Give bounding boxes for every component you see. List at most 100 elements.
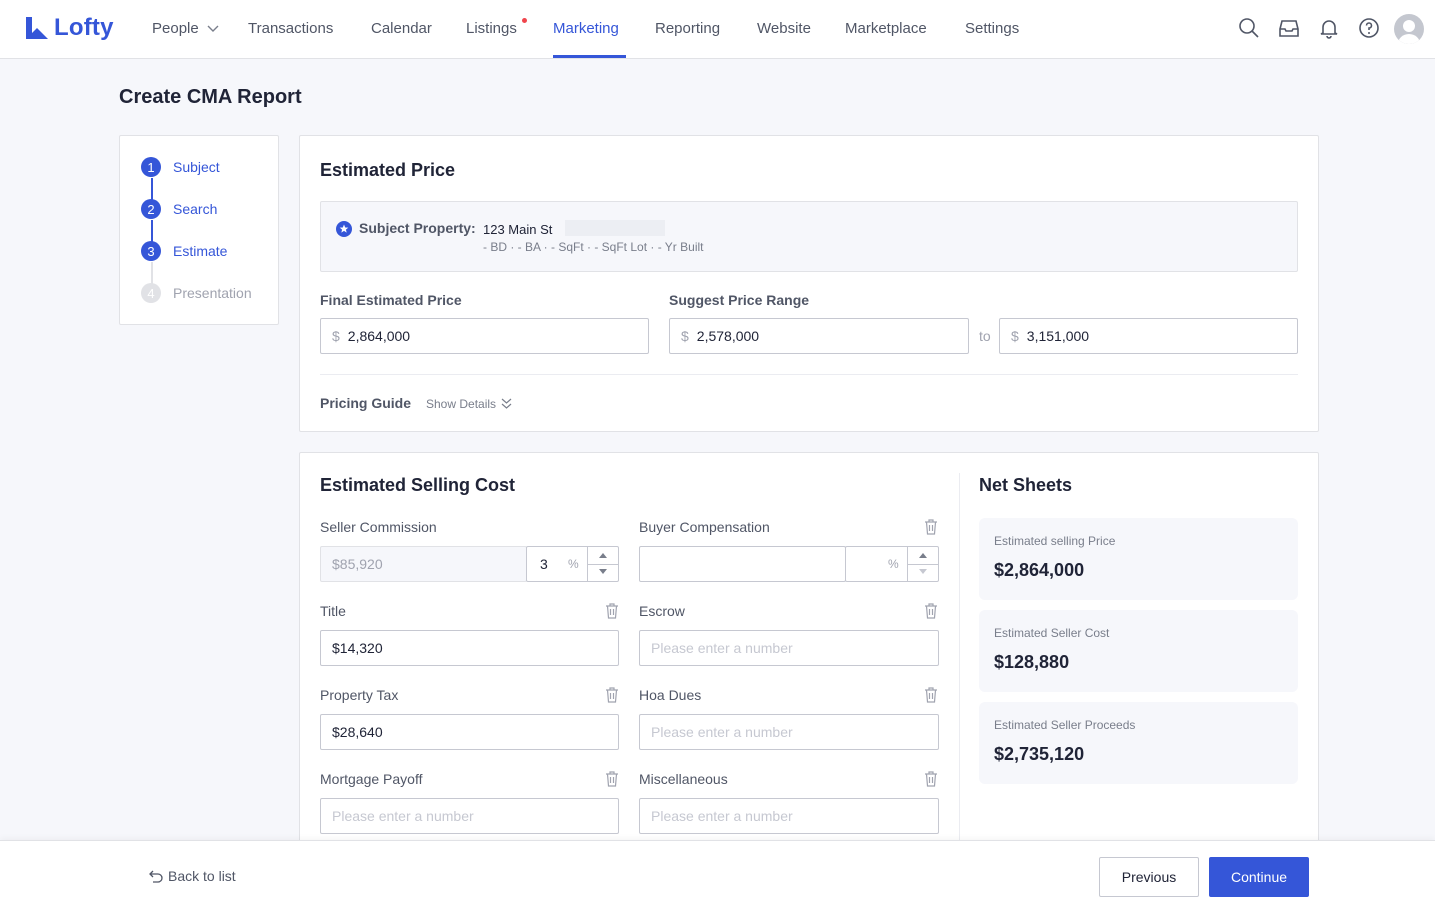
final-estimated-price-label: Final Estimated Price xyxy=(320,292,462,308)
miscellaneous-placeholder: Please enter a number xyxy=(651,808,793,824)
mortgage-payoff-placeholder: Please enter a number xyxy=(332,808,474,824)
trash-icon[interactable] xyxy=(924,687,938,703)
stepper-mid-divider xyxy=(587,564,619,565)
step-number: 4 xyxy=(141,283,161,303)
search-icon[interactable] xyxy=(1237,16,1261,40)
continue-button[interactable]: Continue xyxy=(1209,857,1309,897)
currency-symbol: $ xyxy=(332,328,340,344)
stat-label: Estimated Seller Proceeds xyxy=(994,718,1136,732)
step-number: 3 xyxy=(141,241,161,261)
step-presentation[interactable]: 4 Presentation xyxy=(141,283,252,303)
estimated-seller-proceeds-stat: Estimated Seller Proceeds $2,735,120 xyxy=(979,702,1298,784)
mortgage-payoff-input[interactable]: Please enter a number xyxy=(320,798,619,834)
step-subject[interactable]: 1 Subject xyxy=(141,157,220,177)
stat-label: Estimated selling Price xyxy=(994,534,1116,548)
help-icon[interactable] xyxy=(1357,16,1381,40)
miscellaneous-input[interactable]: Please enter a number xyxy=(639,798,939,834)
title-input[interactable]: $14,320 xyxy=(320,630,619,666)
step-search[interactable]: 2 Search xyxy=(141,199,217,219)
logo[interactable]: Lofty xyxy=(24,14,114,42)
top-nav: Lofty People Transactions Calendar Listi… xyxy=(0,0,1435,59)
step-connector xyxy=(151,220,153,242)
property-tax-value: $28,640 xyxy=(332,724,383,740)
subject-address: 123 Main St xyxy=(483,222,553,237)
step-label: Subject xyxy=(173,159,220,175)
estimated-selling-price-stat: Estimated selling Price $2,864,000 xyxy=(979,518,1298,600)
suggest-price-range-label: Suggest Price Range xyxy=(669,292,810,308)
percent-sign: % xyxy=(568,557,579,571)
star-badge-icon xyxy=(336,221,352,237)
price-range-high-value: 3,151,000 xyxy=(1026,328,1090,344)
final-estimated-price-input[interactable]: $ 2,864,000 xyxy=(320,318,649,354)
active-tab-indicator xyxy=(553,55,626,58)
logo-text: Lofty xyxy=(54,14,114,41)
price-range-low-input[interactable]: $ 2,578,000 xyxy=(669,318,969,354)
nav-settings[interactable]: Settings xyxy=(965,20,1020,37)
step-estimate[interactable]: 3 Estimate xyxy=(141,241,227,261)
seller-commission-percent-input[interactable]: 3 % xyxy=(526,546,619,582)
range-to-label: to xyxy=(979,328,991,344)
step-label: Estimate xyxy=(173,243,228,259)
notification-dot xyxy=(522,18,527,23)
title-value: $14,320 xyxy=(332,640,383,656)
property-tax-label: Property Tax xyxy=(320,687,399,703)
buyer-compensation-label: Buyer Compensation xyxy=(639,519,770,535)
stat-label: Estimated Seller Cost xyxy=(994,626,1110,640)
double-chevron-down-icon xyxy=(501,398,512,409)
buyer-compensation-percent-input[interactable]: % xyxy=(845,546,939,582)
hoa-dues-placeholder: Please enter a number xyxy=(651,724,793,740)
currency-symbol: $ xyxy=(1011,328,1019,344)
estimated-seller-cost-stat: Estimated Seller Cost $128,880 xyxy=(979,610,1298,692)
nav-reporting[interactable]: Reporting xyxy=(655,20,721,37)
nav-marketing[interactable]: Marketing xyxy=(553,20,619,37)
show-details-toggle[interactable]: Show Details xyxy=(426,397,512,411)
step-number: 2 xyxy=(141,199,161,219)
previous-button[interactable]: Previous xyxy=(1099,857,1199,897)
mortgage-payoff-label: Mortgage Payoff xyxy=(320,771,423,787)
estimated-price-heading: Estimated Price xyxy=(320,160,456,180)
nav-people[interactable]: People xyxy=(152,20,219,37)
lofty-logo-icon xyxy=(26,17,48,39)
trash-icon[interactable] xyxy=(924,519,938,535)
stat-value: $2,735,120 xyxy=(994,744,1085,764)
redacted-address-block xyxy=(565,220,665,236)
stepper-down-icon[interactable] xyxy=(919,569,927,575)
seller-commission-label: Seller Commission xyxy=(320,519,437,535)
nav-calendar[interactable]: Calendar xyxy=(371,20,432,37)
net-sheets-heading: Net Sheets xyxy=(979,475,1073,495)
final-estimated-price-value: 2,864,000 xyxy=(347,328,411,344)
hoa-dues-input[interactable]: Please enter a number xyxy=(639,714,939,750)
stepper: 1 Subject 2 Search 3 Estimate 4 Presenta… xyxy=(119,135,279,325)
trash-icon[interactable] xyxy=(605,603,619,619)
price-range-high-input[interactable]: $ 3,151,000 xyxy=(999,318,1298,354)
trash-icon[interactable] xyxy=(924,603,938,619)
nav-listings[interactable]: Listings xyxy=(466,20,517,37)
buyer-compensation-amount-input[interactable] xyxy=(639,546,846,582)
nav-marketplace[interactable]: Marketplace xyxy=(845,20,927,37)
step-number: 1 xyxy=(141,157,161,177)
stepper-mid-divider xyxy=(907,564,939,565)
hoa-dues-label: Hoa Dues xyxy=(639,687,702,703)
title-label: Title xyxy=(320,603,346,619)
trash-icon[interactable] xyxy=(605,771,619,787)
stepper-up-icon[interactable] xyxy=(919,552,927,558)
seller-commission-value: $85,920 xyxy=(332,556,383,572)
trash-icon[interactable] xyxy=(924,771,938,787)
selling-cost-heading: Estimated Selling Cost xyxy=(320,475,516,495)
nav-website[interactable]: Website xyxy=(757,20,811,37)
back-to-list-link[interactable]: Back to list xyxy=(149,868,236,884)
escrow-label: Escrow xyxy=(639,603,685,619)
stepper-up-icon[interactable] xyxy=(599,552,607,558)
trash-icon[interactable] xyxy=(605,687,619,703)
inbox-icon[interactable] xyxy=(1277,16,1301,40)
stepper-down-icon[interactable] xyxy=(599,569,607,575)
escrow-input[interactable]: Please enter a number xyxy=(639,630,939,666)
estimated-price-card xyxy=(299,135,1319,432)
nav-transactions[interactable]: Transactions xyxy=(248,20,334,37)
subject-property-label: Subject Property: xyxy=(359,220,476,236)
bell-icon[interactable] xyxy=(1317,16,1341,40)
property-tax-input[interactable]: $28,640 xyxy=(320,714,619,750)
avatar[interactable] xyxy=(1394,14,1424,44)
miscellaneous-label: Miscellaneous xyxy=(639,771,728,787)
pricing-guide-label: Pricing Guide xyxy=(320,395,412,411)
